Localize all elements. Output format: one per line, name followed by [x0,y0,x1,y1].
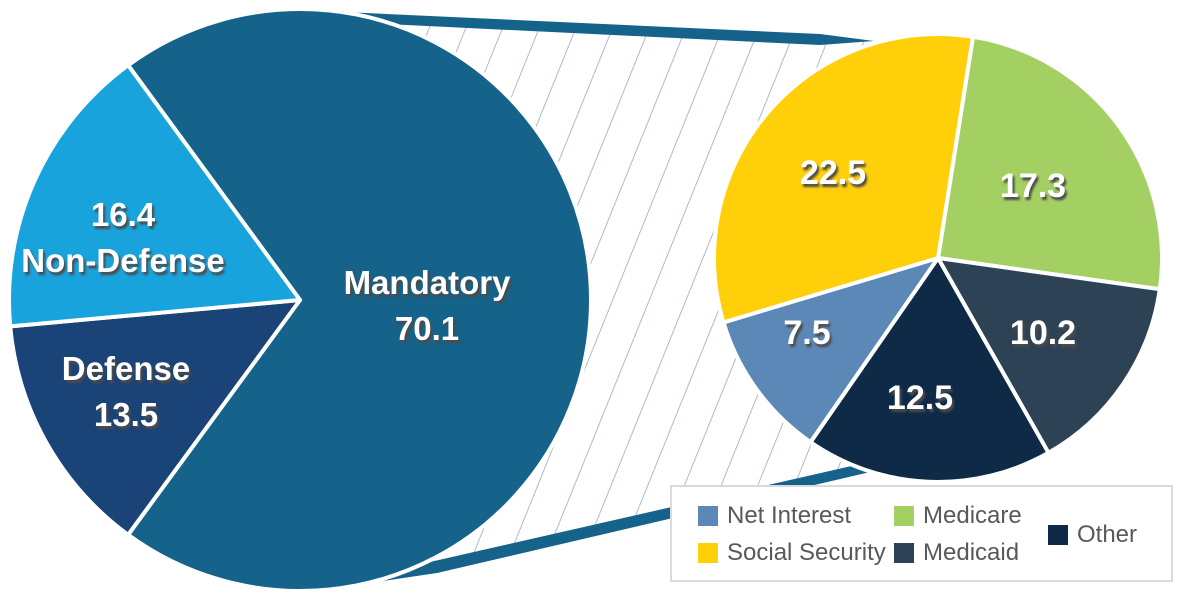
label-defense-name: Defense [61,350,191,387]
legend-item-medicaid: Medicaid [894,539,1019,567]
label-other-value: 12.5 [886,379,954,417]
label-non-defense: 16.4 Non-Defense [21,192,225,284]
legend-item-other: Other [1048,521,1137,549]
slice-social-security [712,32,975,325]
slice-non-defense [7,63,302,329]
label-defense: Defense 13.5 [62,346,190,438]
slice-medicaid [936,256,1162,455]
slice-medicare [936,34,1164,292]
primary-pie [7,7,593,593]
legend-item-medicare: Medicare [894,502,1022,530]
legend-item-social-security: Social Security [698,539,886,567]
label-mandatory-value: 70.1 [394,310,460,347]
legend-label-medicaid: Medicaid [923,539,1020,566]
legend-label-social-security: Social Security [727,539,886,566]
legend-label-net-interest: Net Interest [727,502,852,529]
legend-swatch-medicaid [894,543,914,563]
legend-swatch-medicare [894,506,914,526]
label-non-defense-value: 16.4 [90,196,156,233]
legend-item-net-interest: Net Interest [698,502,851,530]
slice-other [808,256,1051,484]
secondary-pie [712,32,1164,484]
legend-swatch-net-interest [698,506,718,526]
label-social-security-value: 22.5 [799,154,867,192]
label-non-defense-name: Non-Defense [21,242,225,279]
legend: Net Interest Medicare Social Security Me… [670,485,1173,582]
label-medicare-value: 17.3 [999,167,1067,205]
connector-line-top [344,12,874,45]
legend-swatch-other [1048,525,1068,545]
slice-net-interest [721,256,940,445]
label-medicaid-value: 10.2 [1009,314,1077,352]
label-mandatory: Mandatory 70.1 [344,260,511,352]
legend-swatch-social-security [698,543,718,563]
slice-mandatory [126,7,593,593]
label-defense-value: 13.5 [93,396,159,433]
label-net-interest-value: 7.5 [783,314,831,352]
label-mandatory-name: Mandatory [343,264,511,301]
legend-label-other: Other [1077,521,1138,548]
legend-label-medicare: Medicare [923,502,1022,529]
slice-defense [8,298,302,537]
